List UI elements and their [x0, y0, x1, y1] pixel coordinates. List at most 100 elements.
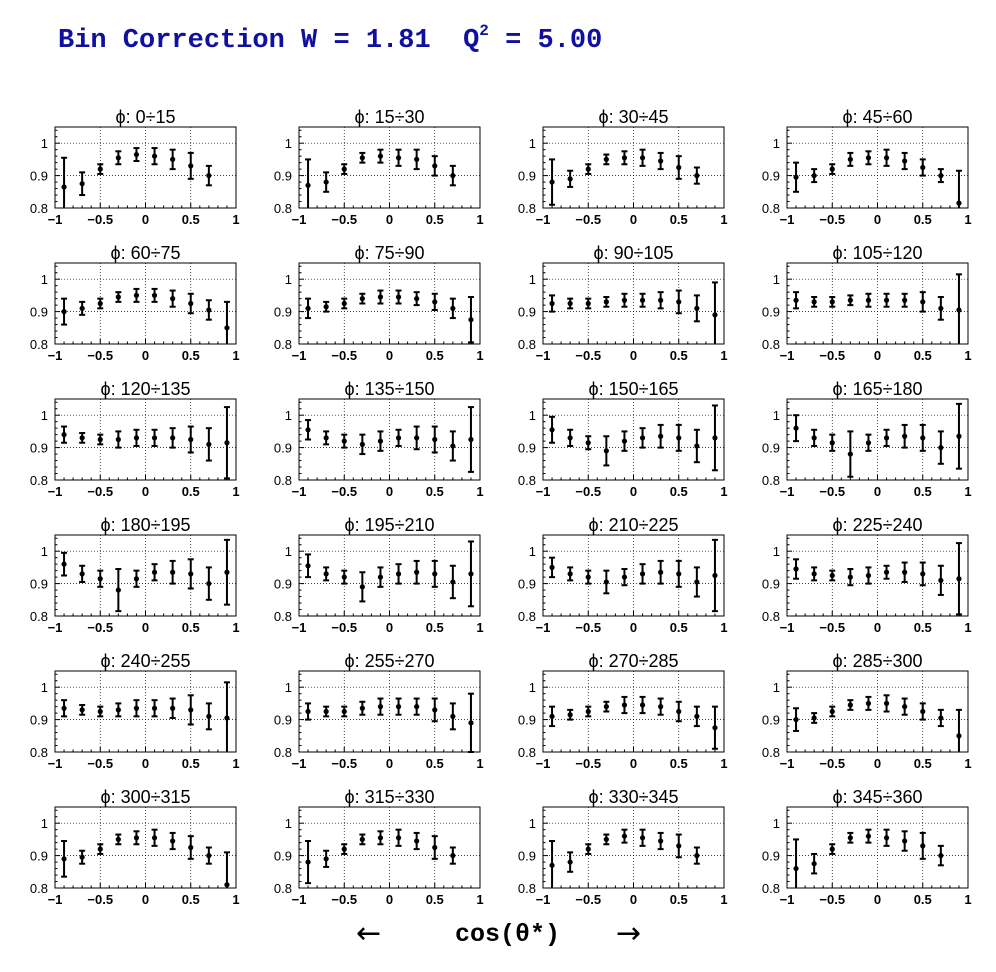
data-point: [341, 300, 347, 307]
x-tick-label: −1: [780, 212, 795, 227]
data-point: [61, 184, 67, 190]
data-point: [115, 707, 121, 713]
x-tick-label: −1: [48, 484, 63, 499]
data-point: [188, 844, 194, 851]
data-point: [133, 835, 140, 841]
x-tick-label: −0.5: [819, 212, 845, 227]
y-tick-label: 0.9: [762, 849, 780, 864]
data-point: [676, 571, 682, 577]
x-tick-label: −1: [536, 756, 551, 771]
data-point: [305, 427, 311, 433]
x-tick-label: 0: [874, 348, 881, 363]
data-point: [414, 838, 420, 844]
data-point: [188, 436, 194, 443]
data-point: [793, 174, 799, 180]
data-point: [341, 438, 347, 444]
data-point: [920, 435, 926, 441]
data-point: [793, 425, 799, 431]
panel: −1 −0.5 0 0.5 1 0.8 0.9 1 ϕ: 90÷105: [518, 243, 728, 363]
data-point: [377, 153, 384, 159]
y-tick-label: 0.9: [274, 305, 292, 320]
x-tick-label: 0: [386, 756, 393, 771]
data-point: [567, 859, 573, 865]
data-point: [359, 584, 365, 590]
data-point: [883, 835, 890, 841]
data-point: [658, 158, 664, 164]
data-point: [658, 569, 664, 575]
data-point: [938, 853, 944, 859]
data-point: [188, 300, 194, 307]
data-point: [450, 853, 456, 859]
data-point: [305, 182, 311, 188]
data-point: [377, 438, 384, 444]
panel-title: ϕ: 90÷105: [593, 243, 673, 263]
data-point: [676, 164, 682, 171]
y-tick-label: 0.8: [30, 609, 48, 624]
x-tick-label: 0: [142, 348, 149, 363]
y-tick-label: 1: [529, 408, 536, 423]
x-tick-label: −0.5: [575, 620, 601, 635]
data-point: [938, 715, 944, 721]
data-point: [829, 846, 835, 852]
data-point: [694, 713, 700, 719]
data-point: [97, 166, 103, 172]
data-point: [603, 156, 609, 162]
data-point: [468, 571, 474, 577]
y-tick-label: 0.8: [30, 337, 48, 352]
data-point: [133, 705, 140, 711]
y-tick-label: 0.9: [274, 577, 292, 592]
x-tick-label: −1: [536, 212, 551, 227]
data-point: [639, 835, 646, 841]
x-tick-label: 1: [476, 484, 483, 499]
data-point: [585, 708, 591, 715]
data-point: [938, 577, 944, 583]
data-point: [206, 713, 212, 719]
data-point: [883, 700, 890, 707]
x-tick-label: 0.5: [426, 348, 444, 363]
y-tick-label: 0.9: [274, 169, 292, 184]
data-point: [115, 836, 121, 843]
x-tick-label: 0.5: [670, 892, 688, 907]
data-point: [811, 861, 817, 867]
data-point: [151, 435, 158, 441]
data-point: [847, 156, 853, 162]
y-tick-label: 1: [41, 816, 48, 831]
data-point: [902, 158, 908, 164]
x-tick-label: 0.5: [182, 348, 200, 363]
y-tick-label: 1: [773, 680, 780, 695]
x-tick-label: −0.5: [87, 348, 113, 363]
x-tick-label: 1: [720, 892, 727, 907]
data-point: [567, 435, 573, 441]
y-tick-label: 0.8: [762, 881, 780, 896]
y-tick-label: 0.9: [762, 713, 780, 728]
title-superscript: 2: [479, 22, 489, 40]
x-tick-label: 0: [874, 212, 881, 227]
y-tick-label: 1: [285, 680, 292, 695]
data-point: [133, 435, 140, 441]
x-tick-label: 1: [476, 348, 483, 363]
data-point: [115, 155, 121, 161]
x-tick-label: −1: [292, 620, 307, 635]
data-point: [341, 166, 347, 172]
data-point: [694, 443, 700, 449]
data-point: [359, 836, 365, 843]
data-point: [920, 571, 926, 577]
x-tick-label: −0.5: [331, 348, 357, 363]
panel-title: ϕ: 285÷300: [832, 651, 922, 671]
x-tick-label: 0: [874, 756, 881, 771]
x-tick-label: −1: [780, 756, 795, 771]
data-point: [621, 438, 628, 444]
panel: −1 −0.5 0 0.5 1 0.8 0.9 1 ϕ: 105÷120: [762, 243, 972, 363]
data-point: [97, 576, 103, 582]
data-point: [549, 862, 555, 868]
data-point: [97, 846, 103, 852]
data-point: [323, 304, 329, 310]
data-point: [115, 294, 121, 300]
y-tick-label: 0.8: [274, 473, 292, 488]
chart-title: Bin Correction W = 1.81 Q2 = 5.00: [58, 22, 602, 56]
data-point: [206, 307, 212, 313]
data-point: [938, 445, 944, 451]
data-point: [305, 563, 311, 569]
data-point: [902, 433, 908, 439]
y-tick-label: 1: [773, 544, 780, 559]
